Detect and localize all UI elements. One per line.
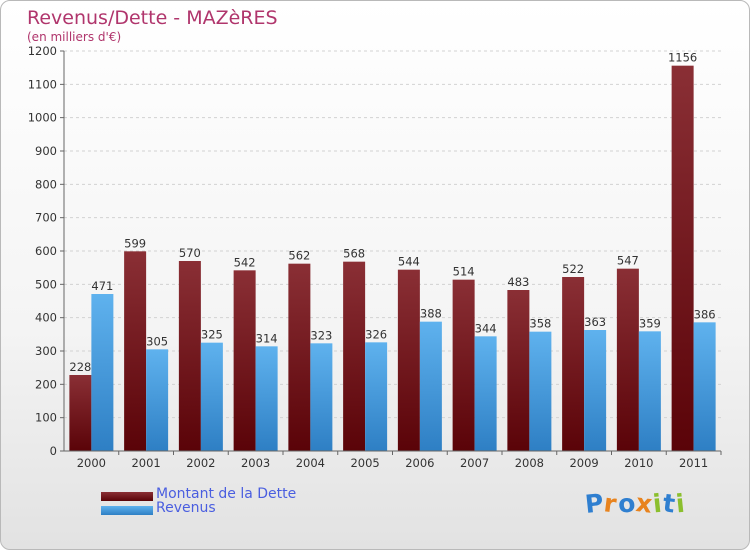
data-label: 386 bbox=[694, 307, 716, 321]
bar-revenue bbox=[200, 342, 223, 451]
bar-debt bbox=[397, 269, 420, 451]
chart-subtitle: (en milliers d'€) bbox=[27, 30, 122, 44]
bar-debt bbox=[69, 375, 92, 451]
axes bbox=[63, 51, 721, 452]
bar-revenue bbox=[584, 330, 607, 451]
bar-debt bbox=[562, 277, 585, 451]
data-labels: 228 471 599 305 570 325 542 314 562 323 568 326 544 3… bbox=[69, 51, 715, 374]
bar-debt bbox=[233, 270, 256, 451]
y-tick-label: 400 bbox=[35, 311, 57, 325]
bar-debt bbox=[671, 65, 694, 452]
proxiti-logo: Proxiti bbox=[584, 488, 687, 519]
data-label: 547 bbox=[617, 254, 639, 268]
data-label: 228 bbox=[69, 360, 91, 374]
x-tick-label: 2001 bbox=[131, 456, 160, 470]
x-tick-label: 2011 bbox=[679, 456, 708, 470]
data-label: 562 bbox=[288, 249, 310, 263]
data-label: 388 bbox=[420, 307, 442, 321]
data-label: 325 bbox=[201, 328, 223, 342]
y-tick-label: 800 bbox=[35, 177, 57, 191]
data-label: 358 bbox=[529, 317, 551, 331]
data-label: 344 bbox=[475, 321, 497, 335]
y-tick-label: 200 bbox=[35, 377, 57, 391]
data-label: 314 bbox=[256, 331, 278, 345]
data-label: 542 bbox=[234, 255, 256, 269]
x-tick-label: 2002 bbox=[186, 456, 215, 470]
bar-revenue bbox=[310, 343, 333, 451]
data-label: 483 bbox=[507, 275, 529, 289]
bar-revenue bbox=[255, 346, 278, 451]
x-tick-label: 2010 bbox=[624, 456, 653, 470]
legend-label-revenue: Revenus bbox=[156, 500, 216, 516]
data-label: 1156 bbox=[668, 51, 697, 65]
y-tick-label: 600 bbox=[35, 244, 57, 258]
y-tick-label: 700 bbox=[35, 211, 57, 225]
bar-debt bbox=[507, 290, 530, 451]
bar-revenue bbox=[146, 349, 169, 451]
x-tick-label: 2005 bbox=[350, 456, 379, 470]
bar-revenue bbox=[529, 331, 552, 451]
data-label: 522 bbox=[562, 262, 584, 276]
data-label: 323 bbox=[310, 328, 332, 342]
bar-revenue bbox=[474, 336, 497, 451]
y-tick-label: 0 bbox=[50, 444, 57, 458]
y-tick-label: 1000 bbox=[28, 111, 57, 125]
legend-swatch-revenue bbox=[101, 506, 153, 515]
data-label: 544 bbox=[398, 255, 420, 269]
y-tick-label: 100 bbox=[35, 411, 57, 425]
bars bbox=[69, 65, 716, 452]
data-label: 305 bbox=[146, 334, 168, 348]
bar-revenue bbox=[419, 321, 442, 451]
bar-revenue bbox=[693, 322, 716, 451]
bar-debt bbox=[616, 268, 639, 451]
data-label: 599 bbox=[124, 236, 146, 250]
x-tick-label: 2009 bbox=[569, 456, 598, 470]
x-axis-ticks: 2000 2001 2002 2003 2004 2005 2006 2007 2008 2009… bbox=[77, 451, 722, 470]
y-tick-label: 300 bbox=[35, 344, 57, 358]
data-label: 363 bbox=[584, 315, 606, 329]
x-tick-label: 2003 bbox=[241, 456, 270, 470]
y-tick-label: 1200 bbox=[28, 44, 57, 58]
grid-lines bbox=[64, 50, 721, 452]
bar-revenue bbox=[638, 331, 661, 451]
y-tick-label: 500 bbox=[35, 277, 57, 291]
x-tick-label: 2004 bbox=[296, 456, 325, 470]
logo-letter: i bbox=[674, 488, 687, 519]
x-tick-label: 2006 bbox=[405, 456, 434, 470]
bar-debt bbox=[288, 263, 311, 451]
chart-title: Revenus/Dette - MAZèRES bbox=[27, 7, 278, 29]
data-label: 570 bbox=[179, 246, 201, 260]
y-axis-ticks: 0 100 200 300 400 500 600 700 800 900 1000 1100 1200 bbox=[28, 44, 64, 458]
data-label: 359 bbox=[639, 316, 661, 330]
bar-debt bbox=[343, 261, 366, 451]
bar-debt bbox=[124, 251, 147, 451]
bar-debt bbox=[178, 261, 201, 451]
x-tick-label: 2007 bbox=[460, 456, 489, 470]
legend-label-debt: Montant de la Dette bbox=[156, 486, 297, 502]
x-tick-label: 2008 bbox=[515, 456, 544, 470]
bar-debt bbox=[452, 279, 475, 451]
legend-swatch-debt bbox=[101, 492, 153, 501]
bar-revenue bbox=[91, 294, 114, 451]
data-label: 471 bbox=[91, 279, 113, 293]
x-tick-label: 2000 bbox=[77, 456, 106, 470]
data-label: 326 bbox=[365, 327, 387, 341]
bar-revenue bbox=[365, 342, 388, 451]
data-label: 514 bbox=[453, 265, 475, 279]
y-tick-label: 1100 bbox=[28, 77, 57, 91]
data-label: 568 bbox=[343, 247, 365, 261]
y-tick-label: 900 bbox=[35, 144, 57, 158]
